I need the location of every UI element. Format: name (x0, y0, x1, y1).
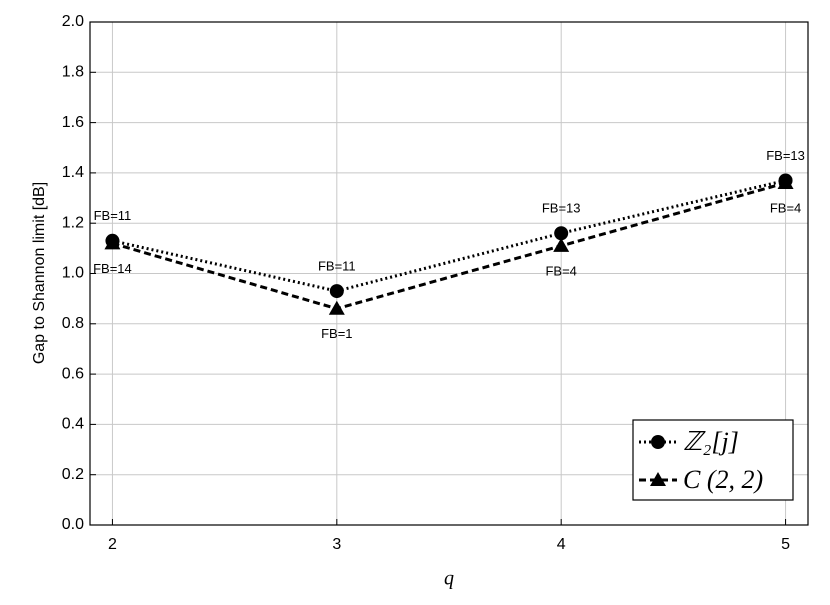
marker (328, 300, 345, 315)
series-line (112, 181, 786, 311)
y-tick-label: 1.2 (62, 214, 84, 231)
x-tick-label: 3 (332, 536, 341, 553)
marker (104, 235, 121, 250)
y-tick-label: 0.0 (62, 516, 84, 533)
legend-label: C (2, 2) (683, 465, 763, 494)
annotation: FB=11 (318, 259, 356, 274)
annotation: FB=11 (94, 208, 132, 223)
marker (777, 174, 794, 189)
y-tick-label: 0.4 (62, 416, 84, 433)
marker (329, 284, 344, 299)
annotation: FB=13 (766, 148, 805, 163)
y-tick-label: 1.8 (62, 64, 84, 81)
y-tick-label: 1.0 (62, 265, 84, 282)
y-tick-label: 0.8 (62, 315, 84, 332)
legend-marker (651, 435, 665, 449)
y-tick-label: 1.4 (62, 164, 84, 181)
y-tick-label: 1.6 (62, 114, 84, 131)
x-tick-label: 4 (557, 536, 566, 553)
y-tick-label: 2.0 (62, 13, 84, 30)
annotation: FB=4 (770, 200, 801, 215)
x-tick-label: 2 (108, 536, 117, 553)
annotation: FB=14 (93, 261, 132, 276)
marker (553, 237, 570, 252)
y-tick-label: 0.6 (62, 365, 84, 382)
legend-marker (650, 472, 666, 486)
plot-frame (89, 21, 809, 526)
marker (554, 226, 569, 241)
annotation: FB=1 (321, 326, 352, 341)
y-axis-label: Gap to Shannon limit [dB] (31, 182, 48, 364)
legend-box (632, 419, 794, 501)
x-axis-label: q (444, 568, 454, 590)
legend-label: ℤ₂[j] (683, 427, 739, 456)
x-tick-label: 5 (781, 536, 790, 553)
y-tick-label: 0.2 (62, 466, 84, 483)
annotation: FB=4 (545, 263, 576, 278)
series-line (112, 178, 786, 293)
annotation: FB=13 (542, 201, 581, 216)
